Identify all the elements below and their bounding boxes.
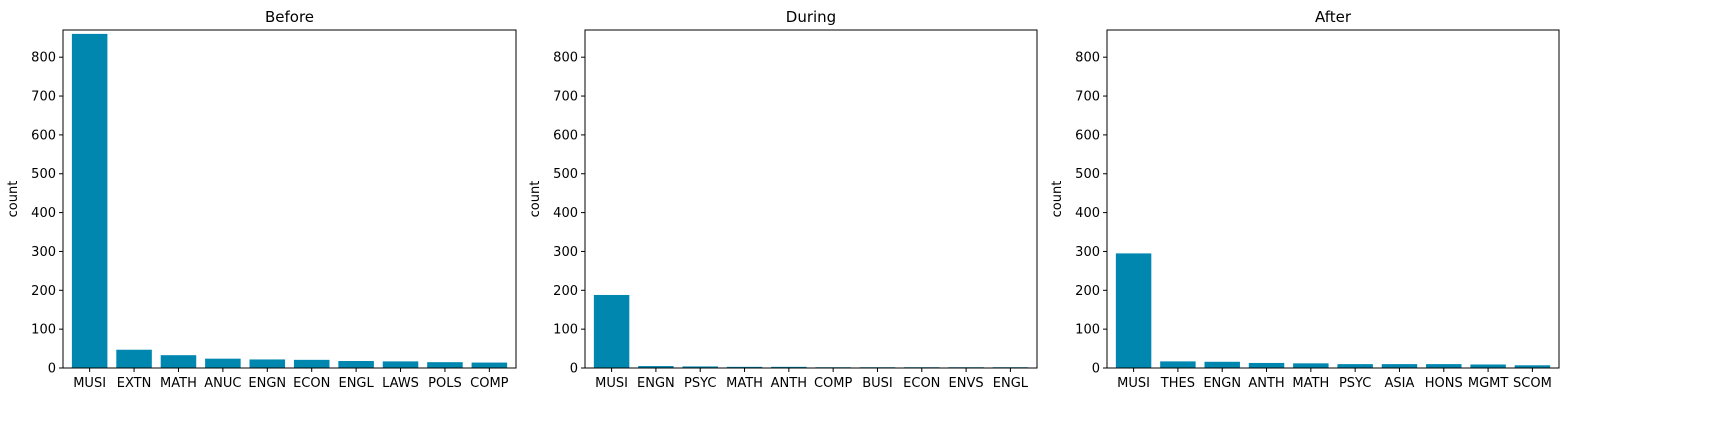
y-tick-label: 800 [553,51,578,66]
x-tick-label: LAWS [382,376,419,391]
x-tick-label: ENGN [1203,376,1241,391]
y-axis-label: count [1050,181,1065,218]
chart-title: After [1315,8,1352,26]
axes-frame [584,29,1038,369]
x-tick-label: COMP [470,376,509,391]
y-tick-label: 300 [31,245,56,260]
x-tick-label: ENGN [248,376,286,391]
y-tick-label: 0 [48,362,56,377]
chart-title: During [786,8,836,26]
x-tick-label: ENVS [949,376,984,391]
bar-engn [249,359,286,368]
x-tick-label: MATH [726,376,763,391]
x-tick-label: EXTN [117,376,152,391]
x-tick-label: BUSI [862,376,893,391]
bar-asia [1381,364,1418,368]
bar-anth [1248,362,1285,368]
x-tick-label: ECON [293,376,330,391]
y-tick-label: 700 [1075,90,1100,105]
y-tick-label: 300 [1075,245,1100,260]
y-tick-label: 700 [31,90,56,105]
y-tick-label: 600 [31,128,56,143]
bar-engn [1204,361,1240,368]
bar-mgmt [1470,364,1506,368]
y-tick-label: 800 [31,51,56,66]
y-tick-label: 700 [553,90,578,105]
x-tick-label: ASIA [1385,376,1415,391]
bar-comp [471,362,508,368]
x-tick-label: MUSI [73,376,106,391]
bar-math [726,366,763,368]
x-tick-label: PSYC [1339,376,1371,391]
y-tick-label: 600 [1075,128,1100,143]
bar-math [160,355,197,368]
bar-thes [1160,361,1196,368]
y-tick-label: 0 [1092,362,1100,377]
bar-musi [593,294,630,368]
y-tick-label: 200 [553,284,578,299]
x-tick-label: PSYC [684,376,716,391]
chart-panel-3: 0 100 200 300 400 500 600 700 800 MUSI THES ENGN ANT… [1050,8,1560,391]
bar-scom [1514,365,1551,368]
bar-anth [771,366,807,368]
x-tick-label: MATH [1292,376,1329,391]
x-tick-label: ANUC [204,376,241,391]
x-tick-label: SCOM [1513,376,1552,391]
bar-engn [638,366,674,368]
x-tick-label: MUSI [595,376,628,391]
chart-panel-1: 0 100 200 300 400 500 600 700 800 MUSI EXTN MATH ANU… [6,8,517,391]
bar-psyc [682,366,718,368]
x-tick-label: HONS [1425,376,1463,391]
x-tick-label: ANTH [771,376,807,391]
bar-econ [293,359,330,368]
y-axis-label: count [6,181,21,218]
x-tick-label: MGMT [1468,376,1509,391]
y-tick-label: 100 [31,323,56,338]
y-tick-label: 100 [553,323,578,338]
y-axis-label: count [528,181,543,218]
y-tick-label: 400 [1075,206,1100,221]
x-tick-label: COMP [814,376,853,391]
bar-anuc [205,358,241,368]
axes-frame [1106,29,1560,369]
y-tick-label: 600 [553,128,578,143]
bar-musi [1115,253,1152,368]
bar-engl [338,361,374,368]
bar-extn [116,349,152,368]
y-tick-label: 100 [1075,323,1100,338]
y-tick-label: 500 [1075,167,1100,182]
x-tick-label: POLS [428,376,462,391]
axes-frame [62,29,517,369]
y-tick-label: 500 [31,167,56,182]
x-tick-label: ANTH [1248,376,1284,391]
bar-pols [427,362,463,368]
chart-title: Before [265,8,314,26]
y-tick-label: 800 [1075,51,1100,66]
bar-hons [1426,364,1462,368]
x-tick-label: ENGL [338,376,374,391]
y-tick-label: 0 [570,362,578,377]
x-tick-label: ENGN [637,376,675,391]
x-tick-label: MATH [160,376,197,391]
bar-math [1293,363,1329,368]
x-tick-label: MUSI [1117,376,1150,391]
x-tick-label: ECON [903,376,940,391]
bar-laws [382,361,419,368]
x-tick-label: ENGL [993,376,1029,391]
y-tick-label: 200 [31,284,56,299]
y-tick-label: 200 [1075,284,1100,299]
bar-musi [71,33,108,368]
y-tick-label: 400 [31,206,56,221]
x-tick-label: THES [1160,376,1195,391]
y-tick-label: 300 [553,245,578,260]
chart-panel-2: 0 100 200 300 400 500 600 700 800 MUSI ENGN PSYC MAT… [528,8,1038,391]
y-tick-label: 400 [553,206,578,221]
bar-psyc [1337,364,1373,368]
y-tick-label: 500 [553,167,578,182]
